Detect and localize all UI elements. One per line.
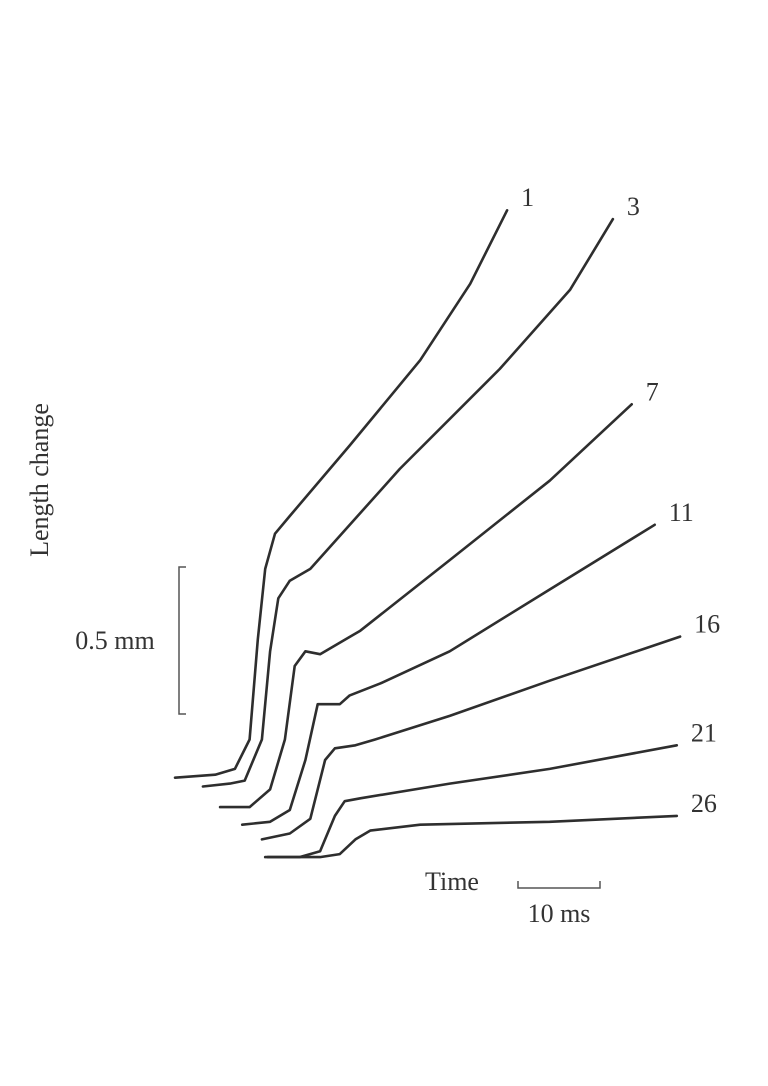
x-scale-bar — [517, 881, 601, 889]
trace-label: 21 — [691, 718, 717, 747]
trace — [260, 635, 682, 841]
y-scale-label: 0.5 mm — [75, 626, 154, 655]
trace-label: 3 — [627, 192, 640, 221]
trace — [266, 814, 679, 859]
trace — [201, 217, 615, 788]
trace — [218, 403, 633, 809]
x-axis-label: Time — [425, 867, 479, 896]
trace — [240, 523, 656, 826]
trace-label: 11 — [669, 498, 694, 527]
trace-label: 26 — [691, 789, 717, 818]
x-scale-label: 10 ms — [528, 899, 591, 928]
trace-label: 16 — [694, 610, 720, 639]
trace-label: 7 — [646, 377, 659, 406]
y-scale-bar — [178, 566, 186, 715]
y-axis-label: Length change — [25, 403, 54, 557]
trace — [173, 209, 509, 779]
trace-label: 1 — [521, 183, 534, 212]
trace — [263, 744, 679, 859]
